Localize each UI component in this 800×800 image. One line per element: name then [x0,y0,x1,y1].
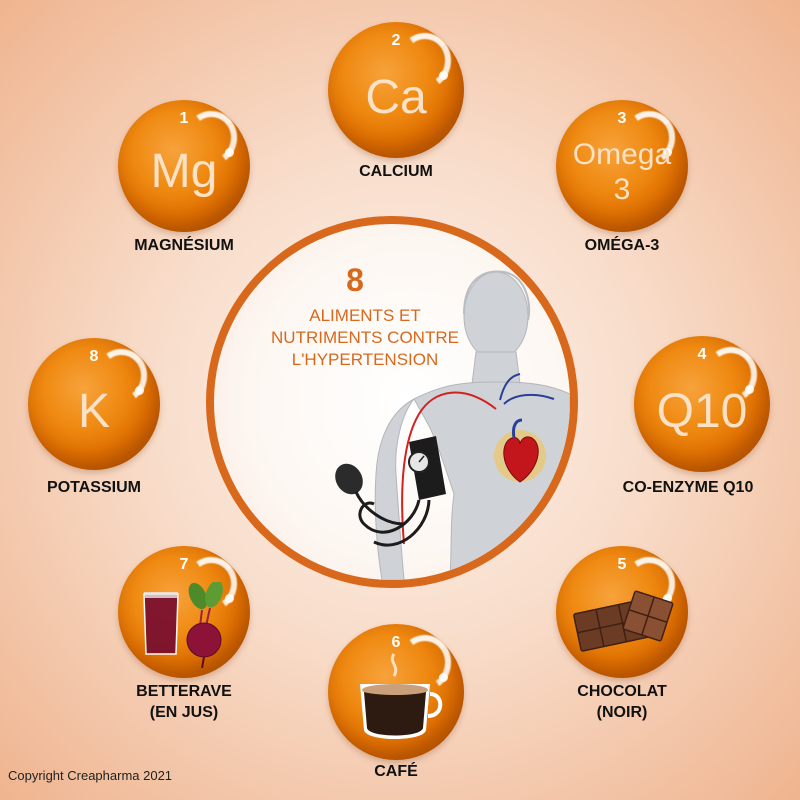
label-line: (EN JUS) [149,703,219,721]
copyright: Copyright Creapharma 2021 [8,768,173,783]
ball-symbol: Omega 3 [556,138,688,207]
label-line: BETTERAVE [136,683,232,700]
coffee-cup-icon [360,653,443,739]
shine-dot-icon [438,672,448,682]
ball-number: 8 [89,348,99,365]
leaf-icon [188,582,223,627]
label-magnesium: MAGNÉSIUM [134,237,234,254]
ball-omega-3: 3 Omega 3 [556,100,688,232]
center-title: ALIMENTS ET NUTRIMENTS CONTRE L'HYPERTEN… [270,305,460,371]
label-calcium: CALCIUM [359,163,433,180]
shine-dot-icon [225,147,235,157]
center-circle [206,216,578,588]
heart-icon [494,418,546,483]
shine-dot-icon [663,147,673,157]
ball-number: 2 [391,32,401,49]
shine-dot-icon [135,385,145,395]
ball-symbol: K [77,385,110,438]
ball-chocolat: 5 [556,546,688,678]
shine-dot-icon [225,593,235,603]
chocolate-icon [573,590,674,652]
blood-pressure-cuff-icon [335,436,446,547]
center-title-line: L'HYPERTENSION [291,350,439,370]
ball-symbol: Q10 [656,385,748,438]
label-omega-3: OMÉGA-3 [584,237,660,254]
ball-number: 5 [617,556,627,573]
label-chocolat: CHOCOLAT (NOIR) [502,682,742,724]
ball-calcium: 2 Ca [328,22,464,158]
center-title-line: ALIMENTS ET [309,306,421,325]
ball-number: 7 [179,556,189,573]
ball-symbol: Mg [150,145,218,198]
body-illustration [335,270,570,580]
label-cafe: CAFÉ [374,763,418,780]
ball-number: 1 [179,110,189,127]
ball-magnesium: 1 Mg [118,100,250,232]
center-number: 8 [346,262,364,298]
shine-dot-icon [744,384,754,394]
shine-dot-icon [663,593,673,603]
ball-betterave: 7 [118,546,250,678]
label-betterave: BETTERAVE (EN JUS) [64,682,304,724]
ball-number: 4 [697,346,707,363]
shine-dot-icon [438,70,448,80]
ball-symbol-line: Omega [572,138,672,171]
ball-symbol: Ca [365,71,427,124]
ball-potassium: 8 K [28,338,160,470]
ball-cafe: 6 [328,624,464,760]
ball-number: 6 [391,634,401,651]
beet-juice-icon [143,582,223,669]
label-coenzyme-q10: CO-ENZYME Q10 [622,479,754,496]
center-title-line: NUTRIMENTS CONTRE [271,328,459,348]
ball-number: 3 [617,110,627,127]
label-line: CHOCOLAT [577,683,667,700]
label-potassium: POTASSIUM [47,479,141,496]
label-line: (NOIR) [596,703,648,721]
ball-symbol-line: 3 [613,172,631,206]
ball-coenzyme-q10: 4 Q10 [634,336,770,472]
